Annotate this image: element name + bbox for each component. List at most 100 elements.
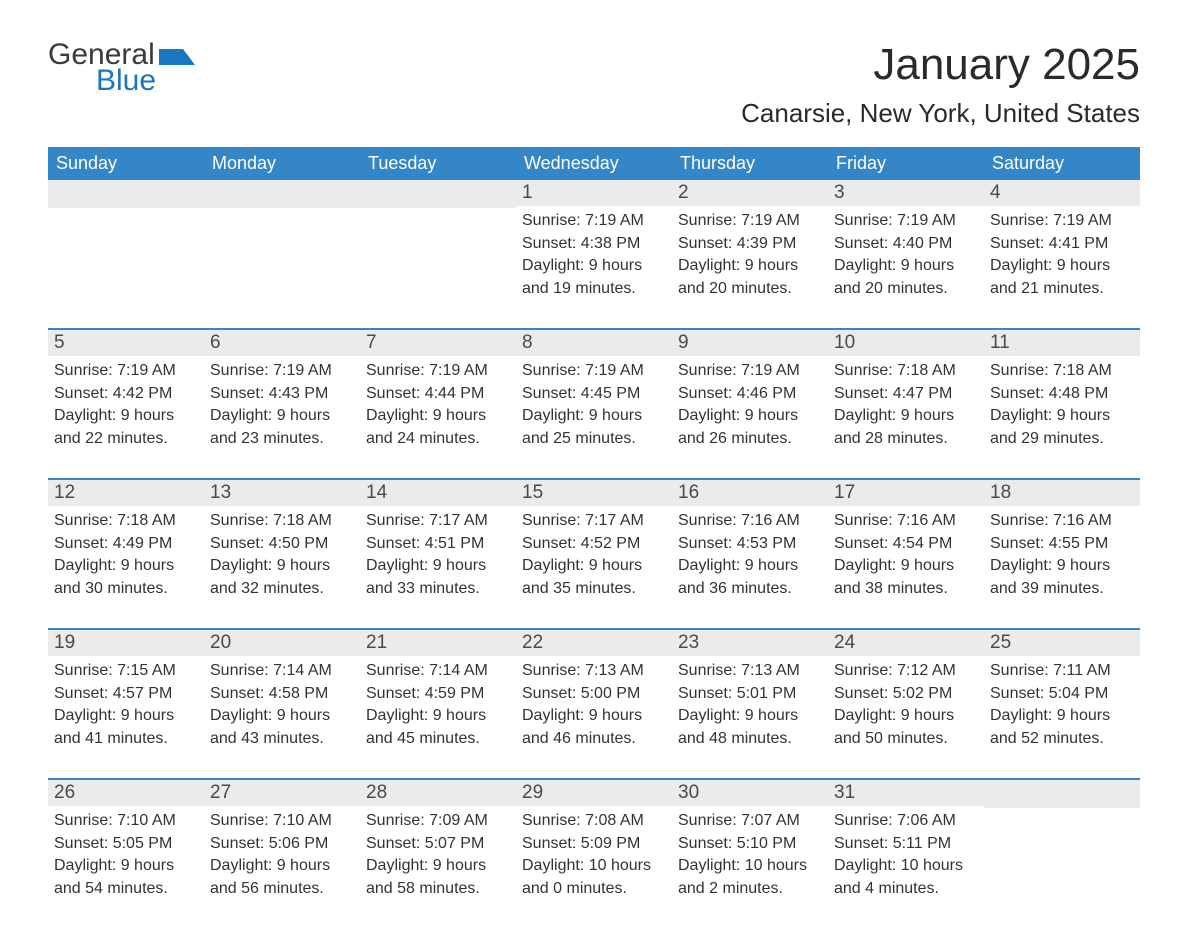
daylight-text-2: and 38 minutes. [834,578,978,600]
day-number: 24 [828,630,984,656]
sunset-text: Sunset: 4:41 PM [990,233,1134,255]
daylight-text-1: Daylight: 9 hours [210,555,354,577]
day-number-empty [48,180,204,208]
day-number: 1 [516,180,672,206]
day-cell: 19Sunrise: 7:15 AMSunset: 4:57 PMDayligh… [48,630,204,758]
sunrise-text: Sunrise: 7:18 AM [54,510,198,532]
daylight-text-1: Daylight: 9 hours [366,405,510,427]
day-cell: 5Sunrise: 7:19 AMSunset: 4:42 PMDaylight… [48,330,204,458]
day-content: Sunrise: 7:09 AMSunset: 5:07 PMDaylight:… [360,806,516,904]
day-number: 11 [984,330,1140,356]
sunrise-text: Sunrise: 7:13 AM [678,660,822,682]
sunset-text: Sunset: 5:06 PM [210,833,354,855]
day-content: Sunrise: 7:17 AMSunset: 4:51 PMDaylight:… [360,506,516,604]
daylight-text-2: and 39 minutes. [990,578,1134,600]
daylight-text-1: Daylight: 9 hours [834,405,978,427]
day-cell: 10Sunrise: 7:18 AMSunset: 4:47 PMDayligh… [828,330,984,458]
daylight-text-2: and 48 minutes. [678,728,822,750]
page-header: General Blue January 2025 Canarsie, New … [48,40,1140,139]
sunset-text: Sunset: 4:46 PM [678,383,822,405]
daylight-text-2: and 50 minutes. [834,728,978,750]
day-cell: 13Sunrise: 7:18 AMSunset: 4:50 PMDayligh… [204,480,360,608]
day-number: 16 [672,480,828,506]
daylight-text-2: and 4 minutes. [834,878,978,900]
day-number-empty [984,780,1140,808]
sunrise-text: Sunrise: 7:16 AM [678,510,822,532]
day-cell: 21Sunrise: 7:14 AMSunset: 4:59 PMDayligh… [360,630,516,758]
daylight-text-1: Daylight: 9 hours [678,255,822,277]
daylight-text-1: Daylight: 9 hours [366,705,510,727]
day-content: Sunrise: 7:16 AMSunset: 4:53 PMDaylight:… [672,506,828,604]
sunset-text: Sunset: 4:45 PM [522,383,666,405]
day-cell: 22Sunrise: 7:13 AMSunset: 5:00 PMDayligh… [516,630,672,758]
day-number: 22 [516,630,672,656]
day-content: Sunrise: 7:19 AMSunset: 4:44 PMDaylight:… [360,356,516,454]
weekday-saturday: Saturday [984,147,1140,180]
day-content: Sunrise: 7:13 AMSunset: 5:01 PMDaylight:… [672,656,828,754]
sunrise-text: Sunrise: 7:10 AM [210,810,354,832]
daylight-text-2: and 30 minutes. [54,578,198,600]
day-cell [360,180,516,308]
sunset-text: Sunset: 5:00 PM [522,683,666,705]
day-cell: 29Sunrise: 7:08 AMSunset: 5:09 PMDayligh… [516,780,672,908]
day-number: 13 [204,480,360,506]
sunrise-text: Sunrise: 7:14 AM [366,660,510,682]
sunset-text: Sunset: 4:43 PM [210,383,354,405]
daylight-text-1: Daylight: 9 hours [366,555,510,577]
weekday-thursday: Thursday [672,147,828,180]
sunrise-text: Sunrise: 7:19 AM [54,360,198,382]
day-number: 28 [360,780,516,806]
sunset-text: Sunset: 5:01 PM [678,683,822,705]
sunset-text: Sunset: 4:55 PM [990,533,1134,555]
day-content: Sunrise: 7:07 AMSunset: 5:10 PMDaylight:… [672,806,828,904]
daylight-text-1: Daylight: 9 hours [54,855,198,877]
week-row: 5Sunrise: 7:19 AMSunset: 4:42 PMDaylight… [48,328,1140,458]
sunset-text: Sunset: 5:05 PM [54,833,198,855]
day-number: 14 [360,480,516,506]
day-content: Sunrise: 7:14 AMSunset: 4:59 PMDaylight:… [360,656,516,754]
sunset-text: Sunset: 5:07 PM [366,833,510,855]
sunset-text: Sunset: 4:42 PM [54,383,198,405]
sunrise-text: Sunrise: 7:10 AM [54,810,198,832]
day-content: Sunrise: 7:11 AMSunset: 5:04 PMDaylight:… [984,656,1140,754]
weekday-friday: Friday [828,147,984,180]
daylight-text-1: Daylight: 9 hours [990,705,1134,727]
title-block: January 2025 Canarsie, New York, United … [741,40,1140,139]
flag-icon [159,45,195,65]
day-content: Sunrise: 7:19 AMSunset: 4:40 PMDaylight:… [828,206,984,304]
sunrise-text: Sunrise: 7:14 AM [210,660,354,682]
day-cell [204,180,360,308]
week-row: 19Sunrise: 7:15 AMSunset: 4:57 PMDayligh… [48,628,1140,758]
sunset-text: Sunset: 4:53 PM [678,533,822,555]
day-cell: 8Sunrise: 7:19 AMSunset: 4:45 PMDaylight… [516,330,672,458]
daylight-text-2: and 28 minutes. [834,428,978,450]
day-content: Sunrise: 7:19 AMSunset: 4:43 PMDaylight:… [204,356,360,454]
day-cell: 20Sunrise: 7:14 AMSunset: 4:58 PMDayligh… [204,630,360,758]
day-number: 26 [48,780,204,806]
sunset-text: Sunset: 4:50 PM [210,533,354,555]
day-cell: 15Sunrise: 7:17 AMSunset: 4:52 PMDayligh… [516,480,672,608]
day-cell: 9Sunrise: 7:19 AMSunset: 4:46 PMDaylight… [672,330,828,458]
day-number: 25 [984,630,1140,656]
sunrise-text: Sunrise: 7:07 AM [678,810,822,832]
daylight-text-2: and 32 minutes. [210,578,354,600]
day-cell: 7Sunrise: 7:19 AMSunset: 4:44 PMDaylight… [360,330,516,458]
sunset-text: Sunset: 4:40 PM [834,233,978,255]
daylight-text-2: and 52 minutes. [990,728,1134,750]
sunrise-text: Sunrise: 7:19 AM [990,210,1134,232]
sunset-text: Sunset: 4:47 PM [834,383,978,405]
sunrise-text: Sunrise: 7:19 AM [210,360,354,382]
day-content: Sunrise: 7:16 AMSunset: 4:55 PMDaylight:… [984,506,1140,604]
day-content: Sunrise: 7:19 AMSunset: 4:42 PMDaylight:… [48,356,204,454]
day-number: 19 [48,630,204,656]
daylight-text-1: Daylight: 9 hours [54,405,198,427]
day-content: Sunrise: 7:15 AMSunset: 4:57 PMDaylight:… [48,656,204,754]
day-number-empty [204,180,360,208]
daylight-text-1: Daylight: 9 hours [210,405,354,427]
daylight-text-2: and 46 minutes. [522,728,666,750]
daylight-text-2: and 2 minutes. [678,878,822,900]
day-cell: 31Sunrise: 7:06 AMSunset: 5:11 PMDayligh… [828,780,984,908]
day-number: 23 [672,630,828,656]
sunrise-text: Sunrise: 7:16 AM [834,510,978,532]
daylight-text-1: Daylight: 9 hours [678,705,822,727]
